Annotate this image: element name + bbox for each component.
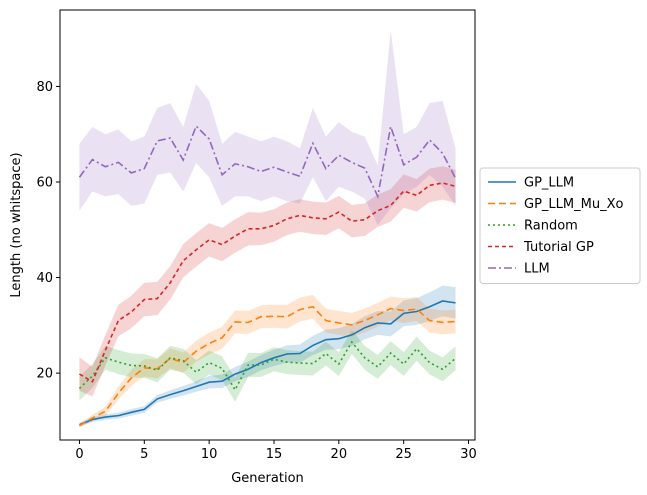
series-line-4 [78,123,457,199]
legend-label-2: Random [524,219,578,234]
x-tick-label: 5 [140,447,148,462]
legend-label-4: LLM [524,262,550,277]
y-tick-label: 20 [36,367,53,382]
x-axis-ticks: 0 5 10 15 20 25 30 [75,440,477,462]
band-3 [79,166,456,397]
legend-label-1: GP_LLM_Mu_Xo [524,197,623,212]
band-4 [79,30,456,225]
series-line-2 [78,340,457,392]
x-tick-label: 10 [201,447,218,462]
y-axis-label: Length (no whitspace) [9,152,24,297]
x-tick-label: 15 [266,447,283,462]
plot-frame [59,9,476,441]
band-2 [79,330,456,402]
y-tick-label: 40 [36,271,53,286]
x-tick-label: 30 [460,447,477,462]
series-lines [78,123,457,427]
series-line-0 [79,300,456,426]
y-tick-label: 80 [36,80,53,95]
band-1 [79,294,456,428]
legend: GP_LLM GP_LLM_Mu_Xo Random Tutorial GP LLM [479,167,641,284]
x-tick-label: 0 [75,447,83,462]
series-line-3 [79,182,456,383]
series-line-1 [79,305,456,427]
legend-label-3: Tutorial GP [523,240,594,255]
y-tick-label: 60 [36,176,53,191]
y-axis-ticks: 20 40 60 80 [36,80,60,382]
legend-frame [479,167,641,284]
confidence-bands [79,30,456,428]
x-tick-label: 25 [395,447,412,462]
legend-label-0: GP_LLM [524,176,574,191]
x-tick-label: 20 [331,447,348,462]
x-axis-label: Generation [231,471,304,486]
